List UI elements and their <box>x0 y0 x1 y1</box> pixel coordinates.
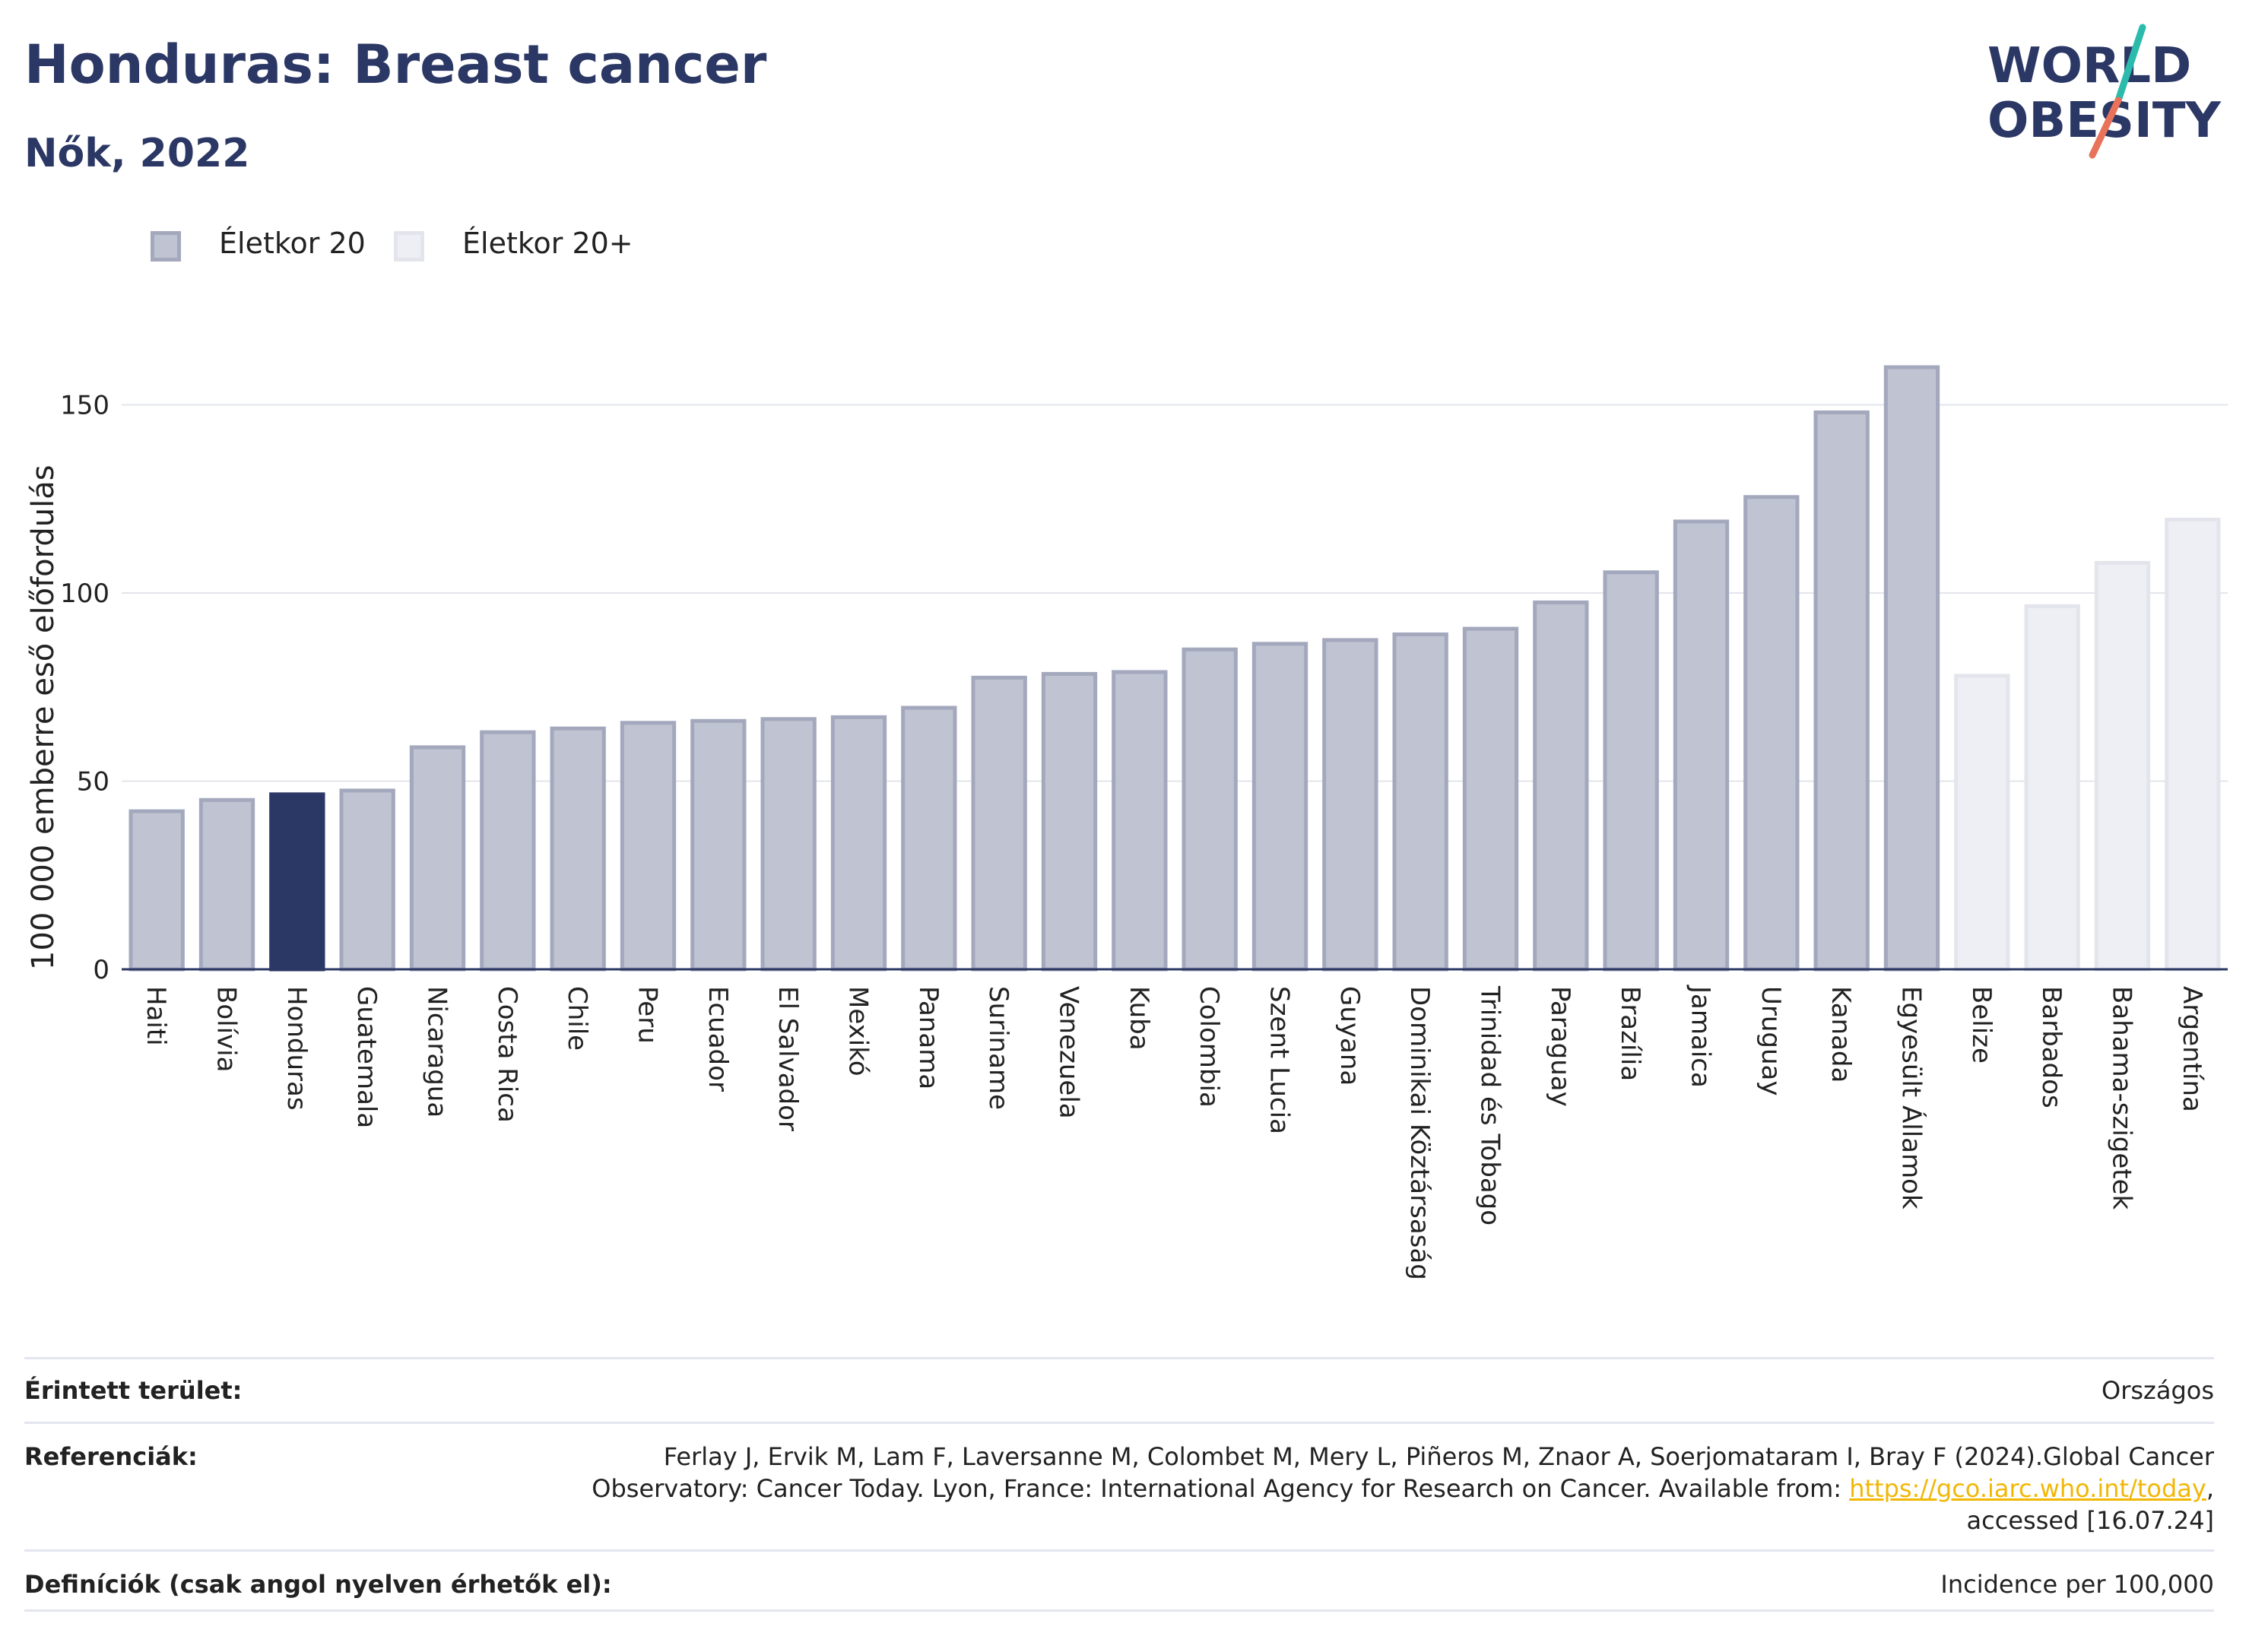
x-tick-label: Nicaragua <box>422 986 452 1118</box>
bar-chart: 0 50 100 150 100 000 emberre eső előfordulás… <box>26 365 2228 1280</box>
bar-uruguay <box>1743 495 1800 972</box>
bar-barbados <box>2024 604 2080 972</box>
x-tick-label: Paraguay <box>1545 986 1575 1107</box>
x-tick-label: Jamaica <box>1686 985 1716 1088</box>
bar-ecuador <box>690 718 747 972</box>
chart-title: Honduras: Breast cancer <box>24 33 767 96</box>
x-tick-label: Colombia <box>1194 986 1224 1108</box>
x-tick-label: Bahama-szigetek <box>2107 986 2137 1210</box>
bar-argentína <box>2165 517 2221 972</box>
bar-belize <box>1954 674 2010 972</box>
bar-panama <box>901 706 957 972</box>
y-axis-label: 100 000 emberre eső előfordulás <box>26 465 61 970</box>
x-tick-label: Belize <box>1966 986 1997 1064</box>
x-tick-label: Egyesült Államok <box>1896 986 1927 1210</box>
bar-kuba <box>1112 670 1168 972</box>
definitions-label: Definíciók (csak angol nyelven érhetők e… <box>24 1570 612 1599</box>
bar-suriname <box>971 675 1027 972</box>
references-label: Referenciák: <box>24 1442 198 1471</box>
x-tick-label: Haiti <box>141 986 171 1046</box>
chart-subtitle: Nők, 2022 <box>24 131 250 176</box>
bar-kanada <box>1813 410 1870 972</box>
bar-brazília <box>1603 570 1659 972</box>
x-tick-label: Guyana <box>1334 986 1365 1086</box>
bar-colombia <box>1182 647 1238 972</box>
bar-jamaica <box>1673 519 1730 972</box>
bar-bolívia <box>198 797 255 972</box>
bar-bahama-szigetek <box>2094 560 2151 972</box>
bar-nicaragua <box>409 745 466 972</box>
footer-row-area: Érintett terület: Országos <box>24 1357 2214 1422</box>
bar-trinidad-és-tobago <box>1462 626 1519 972</box>
x-tick-label: Chile <box>562 986 592 1051</box>
references-value: Ferlay J, Ervik M, Lam F, Laversanne M, … <box>541 1441 2214 1536</box>
bar-egyesült-államok <box>1883 365 1940 972</box>
x-tick-label: Peru <box>633 986 663 1044</box>
x-tick-label: Kuba <box>1124 986 1154 1051</box>
y-tick-label: 100 <box>60 579 109 609</box>
logo-slash-teal <box>2114 24 2146 104</box>
bar-costa-rica <box>480 730 536 972</box>
footer-row-definitions: Definíciók (csak angol nyelven érhetők e… <box>24 1549 2214 1612</box>
x-tick-label: Mexikó <box>843 986 874 1076</box>
x-tick-label: Bolívia <box>211 986 242 1072</box>
bar-mexikó <box>830 715 887 972</box>
x-tick-label: El Salvador <box>772 986 803 1131</box>
references-text-1: Ferlay J, Ervik M, Lam F, Laversanne M, … <box>592 1442 2214 1503</box>
x-tick-label: Ecuador <box>703 986 733 1092</box>
y-tick-label: 50 <box>77 767 109 797</box>
area-label: Érintett terület: <box>24 1376 243 1405</box>
bar-guatemala <box>339 788 395 972</box>
x-tick-label: Guatemala <box>351 986 382 1128</box>
area-value: Országos <box>2101 1376 2214 1405</box>
footer-row-references: Referenciák: Ferlay J, Ervik M, Lam F, L… <box>24 1422 2214 1549</box>
logo-line-2: OBESITY <box>1987 93 2221 149</box>
references-link[interactable]: https://gco.iarc.who.int/today <box>1849 1474 2206 1503</box>
bar-dominikai-köztársaság <box>1392 632 1448 972</box>
legend-swatch-age20plus <box>394 231 424 262</box>
x-tick-label: Costa Rica <box>492 986 522 1123</box>
legend-label-age20plus: Életkor 20+ <box>462 227 633 260</box>
x-tick-label: Brazília <box>1615 986 1645 1081</box>
x-tick-label: Venezuela <box>1054 986 1084 1119</box>
bar-paraguay <box>1533 600 1589 972</box>
x-tick-label: Barbados <box>2036 986 2067 1108</box>
world-obesity-logo: WORLD OBESITY <box>1987 24 2221 159</box>
legend-label-age20: Életkor 20 <box>219 227 366 260</box>
bar-el-salvador <box>760 717 817 972</box>
bar-venezuela <box>1041 671 1098 972</box>
bar-guyana <box>1322 638 1378 972</box>
bar-peru <box>620 721 677 972</box>
legend-swatch-age20 <box>151 231 181 262</box>
y-tick-label: 0 <box>93 955 109 985</box>
logo-line-1: WORLD <box>1987 38 2191 94</box>
logo-slash-red <box>2089 97 2122 159</box>
x-tick-label: Uruguay <box>1756 986 1786 1096</box>
x-tick-label: Argentína <box>2177 986 2207 1112</box>
y-tick-label: 150 <box>60 391 109 421</box>
x-tick-label: Trinidad és Tobago <box>1475 985 1505 1226</box>
bar-szent-lucia <box>1251 642 1308 972</box>
x-tick-label: Dominikai Köztársaság <box>1404 986 1435 1280</box>
x-tick-label: Suriname <box>983 986 1013 1110</box>
bar-haiti <box>128 809 185 972</box>
x-tick-label: Szent Lucia <box>1264 986 1295 1134</box>
x-tick-label: Kanada <box>1826 986 1856 1083</box>
bar-chile <box>550 726 606 972</box>
footer-table: Érintett terület: Országos Referenciák: … <box>24 1357 2214 1612</box>
definitions-value: Incidence per 100,000 <box>1940 1570 2214 1599</box>
x-tick-label: Honduras <box>281 986 312 1111</box>
references-text-2: , accessed [16.07.24] <box>1966 1474 2214 1535</box>
x-tick-label: Panama <box>913 986 944 1089</box>
bar-honduras <box>269 792 325 972</box>
